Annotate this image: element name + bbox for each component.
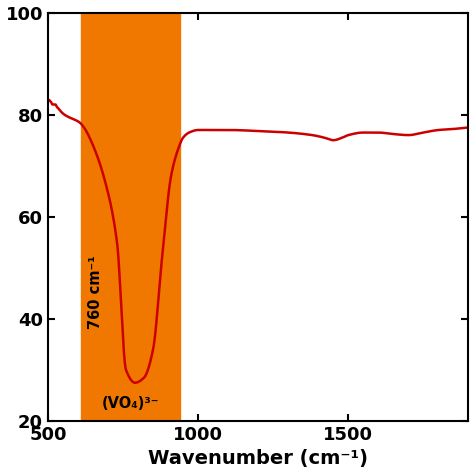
X-axis label: Wavenumber (cm⁻¹): Wavenumber (cm⁻¹) (148, 449, 368, 468)
Bar (81, 12, 180, 421)
Text: 760 cm⁻¹: 760 cm⁻¹ (89, 255, 103, 329)
Text: (VO₄)³⁻: (VO₄)³⁻ (102, 396, 159, 411)
